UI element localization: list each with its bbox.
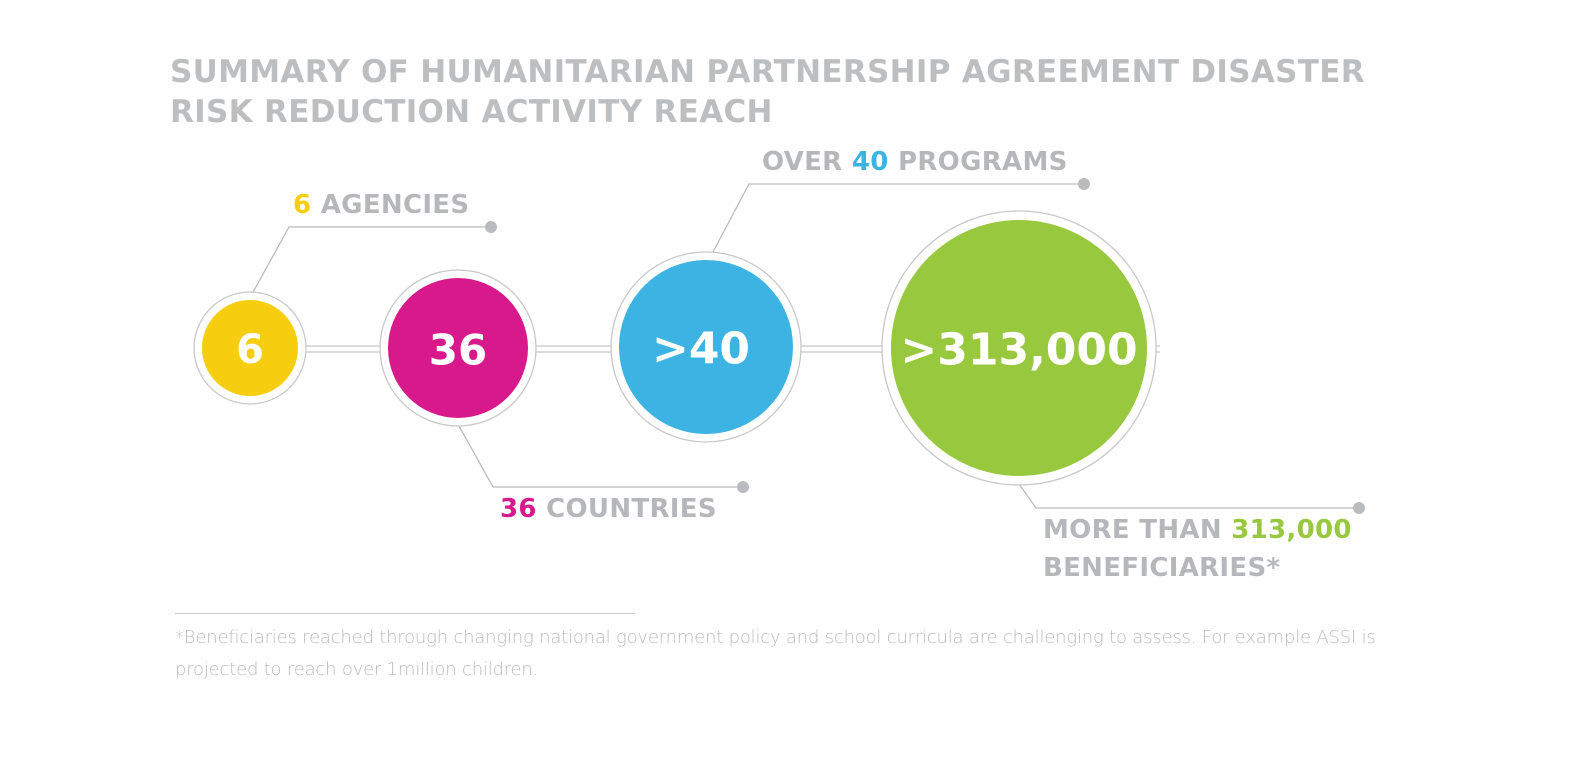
circle-programs-fill: [619, 260, 793, 434]
callout-agencies-dot: [485, 221, 497, 233]
label-countries-text: COUNTRIES: [536, 494, 717, 524]
circle-countries: [379, 269, 537, 427]
circle-countries-fill: [388, 278, 528, 418]
circle-agencies: [193, 291, 307, 405]
circle-programs: [610, 251, 802, 443]
label-beneficiaries-line-1: MORE THAN 313,000: [1043, 511, 1403, 549]
callout-beneficiaries-dot: [1353, 502, 1365, 514]
circle-agencies-fill: [202, 300, 298, 396]
label-beneficiaries-prefix: MORE THAN: [1043, 515, 1232, 545]
callout-countries-dot: [737, 481, 749, 493]
circle-beneficiaries-fill: [891, 220, 1147, 476]
label-countries-number: 36: [500, 494, 537, 524]
circle-countries-value: 36: [428, 325, 488, 375]
title-line-2: RISK REDUCTION ACTIVITY REACH: [170, 94, 773, 130]
callout-programs-dot: [1078, 178, 1090, 190]
page-title: SUMMARY OF HUMANITARIAN PARTNERSHIP AGRE…: [170, 52, 1420, 132]
callout-beneficiaries-line: [1018, 483, 1358, 509]
callout-lines: [251, 183, 1358, 509]
label-programs: OVER 40 PROGRAMS: [762, 143, 1068, 181]
circle-beneficiaries-value: >313,000: [900, 324, 1138, 376]
callout-dots: [485, 178, 1365, 514]
callout-countries-line: [458, 425, 742, 488]
label-programs-text: PROGRAMS: [888, 147, 1068, 177]
label-beneficiaries-number: 313,000: [1231, 515, 1352, 545]
footnote-divider: [175, 613, 635, 614]
label-beneficiaries-line-2: BENEFICIARIES*: [1043, 553, 1281, 583]
callout-agencies-line: [251, 226, 490, 295]
label-beneficiaries: MORE THAN 313,000 BENEFICIARIES*: [1043, 511, 1403, 587]
circle-agencies-value: 6: [236, 327, 264, 373]
footnote: *Beneficiaries reached through changing …: [175, 627, 1376, 680]
title-line-1: SUMMARY OF HUMANITARIAN PARTNERSHIP AGRE…: [170, 54, 1365, 90]
label-programs-number: 40: [851, 147, 889, 177]
label-agencies: 6 AGENCIES: [293, 186, 469, 224]
label-programs-prefix: OVER: [762, 147, 852, 177]
circle-beneficiaries: [881, 210, 1157, 486]
label-agencies-number: 6: [293, 190, 312, 220]
callout-programs-line: [712, 183, 1083, 253]
circle-programs-value: >40: [651, 323, 751, 375]
label-countries: 36 COUNTRIES: [500, 490, 717, 528]
label-agencies-text: AGENCIES: [311, 190, 470, 220]
